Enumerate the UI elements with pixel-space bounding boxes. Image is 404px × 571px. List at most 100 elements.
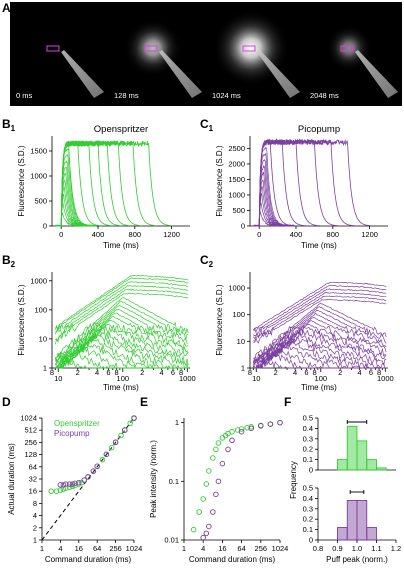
y-tick-label: 512: [24, 426, 37, 435]
y-tick-label: 16: [29, 487, 37, 496]
roi-box: [144, 45, 158, 52]
x-tick-label: 0: [257, 230, 261, 239]
data-point: [215, 478, 222, 485]
x-minor-label: 8: [179, 368, 183, 377]
y-tick-label: 100: [232, 310, 245, 319]
y-tick-label: 0.2: [303, 515, 313, 524]
data-point: [248, 424, 254, 430]
data-point: [248, 425, 254, 432]
data-point: [63, 481, 69, 487]
y-tick-label: 1000: [228, 190, 245, 199]
trace-line: [55, 348, 189, 369]
data-point: [66, 484, 73, 491]
data-point: [112, 439, 119, 446]
data-point: [118, 432, 124, 439]
x-minor-label: 8: [50, 368, 54, 377]
trace-line: [54, 301, 189, 365]
panel-label-b2: B2: [2, 253, 16, 269]
trace-line: [253, 299, 387, 344]
x-axis-label: Time (ms): [301, 241, 337, 250]
frame-time-label: 0 ms: [16, 91, 33, 100]
chart-title: Openspritzer: [94, 124, 148, 135]
x-tick-label: 1024: [126, 544, 143, 553]
y-axis-label: Fluorescence (S.D.): [215, 145, 224, 216]
data-point: [99, 456, 106, 463]
y-tick-label: 1: [175, 418, 179, 427]
x-axis-label: Command duration (ms): [45, 555, 132, 564]
data-point: [258, 423, 264, 429]
x-tick-label: 10: [252, 374, 260, 383]
data-point: [103, 451, 110, 458]
x-tick-label: 256: [109, 544, 122, 553]
trace-line: [253, 329, 387, 369]
trace-line: [253, 302, 387, 360]
y-tick-label: 0: [309, 536, 313, 545]
x-tick-label: 1: [182, 544, 186, 553]
x-tick-label: 400: [92, 230, 105, 239]
x-tick-label: 1.1: [371, 544, 381, 553]
charts-group: 0 400 800 1200050010001500OpenspritzerTime …: [7, 124, 401, 564]
trace-line: [253, 288, 387, 336]
panel-label-f: F: [284, 395, 291, 409]
y-tick-label: 0.3: [303, 504, 313, 513]
y-tick-label: 1000: [228, 284, 245, 293]
x-tick-label: 100: [315, 374, 328, 383]
trace-line: [252, 310, 387, 364]
panel-label-a: A: [2, 1, 11, 15]
data-point: [85, 474, 91, 480]
y-tick-label: 0: [43, 222, 47, 231]
data-point: [48, 488, 54, 494]
trace-line: [55, 308, 189, 362]
x-tick-label: 10: [54, 374, 62, 383]
data-point: [213, 446, 219, 453]
y-tick-label: 4: [33, 511, 37, 520]
y-tick-label: 1024: [20, 414, 37, 423]
x-tick-label: 0: [59, 230, 63, 239]
x-tick-label: 1: [40, 544, 44, 553]
x-tick-label: 0.9: [332, 544, 342, 553]
pipette: [61, 50, 104, 98]
y-tick-label: 128: [24, 450, 37, 459]
data-point: [277, 419, 283, 426]
y-axis-label: Fluorescence (S.D.): [215, 284, 224, 355]
trace-line: [55, 274, 189, 331]
x-tick-label: 64: [237, 544, 245, 553]
y-tick-label: 0.4: [303, 424, 313, 433]
data-point: [69, 481, 76, 487]
data-point: [203, 481, 210, 487]
trace-line: [55, 140, 173, 227]
frame-time-label: 1024 ms: [212, 91, 241, 100]
trace-line: [55, 281, 189, 333]
x-tick-label: 0.8: [313, 544, 323, 553]
chart-F: 00.10.20.30.40.500.10.20.30.40.50.8 0.9 1.…: [289, 414, 401, 565]
data-point: [53, 488, 60, 494]
data-point: [225, 446, 231, 453]
histogram-bar: [346, 500, 358, 541]
data-point: [238, 426, 245, 432]
y-axis-label: Peak intensity (norm.): [149, 440, 158, 518]
histogram-bar: [346, 425, 358, 471]
x-minor-label: 6: [304, 368, 308, 377]
roi-box: [242, 45, 256, 52]
y-tick-label: 2: [33, 523, 37, 532]
x-tick-label: 1000: [377, 374, 394, 383]
y-tick-label: 10: [39, 334, 47, 343]
x-axis-label: Time (ms): [301, 383, 337, 392]
x-tick-label: 800: [327, 230, 340, 239]
trace-line: [253, 292, 387, 340]
trace-line: [253, 325, 387, 369]
x-tick-label: 1.0: [352, 544, 362, 553]
frame-time-label: 128 ms: [114, 91, 139, 100]
data-point: [57, 487, 64, 493]
x-minor-label: 4: [358, 368, 362, 377]
data-point: [200, 496, 206, 502]
data-point: [244, 424, 250, 431]
y-tick-label: 0.3: [303, 434, 313, 443]
histogram-bar: [366, 459, 377, 471]
histogram-bar: [337, 527, 348, 541]
trace-line: [55, 325, 189, 370]
data-point: [66, 481, 73, 487]
y-tick-label: 0.5: [303, 414, 313, 423]
